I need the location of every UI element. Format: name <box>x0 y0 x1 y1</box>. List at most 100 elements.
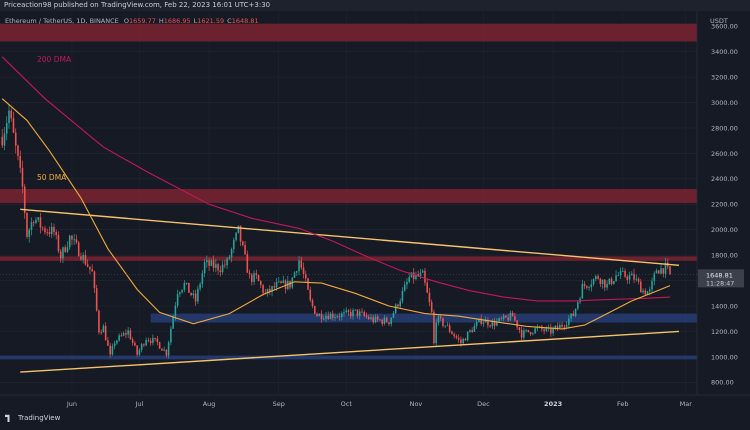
candle-body-bullish <box>370 317 372 320</box>
candle-body-bullish <box>525 329 527 331</box>
symbol-label[interactable]: Ethereum / TetherUS, 1D, BINANCE <box>5 17 119 25</box>
candle-body-bearish <box>527 329 530 333</box>
candle-body-bearish <box>48 232 51 235</box>
candle-body-bullish <box>226 258 228 266</box>
candle-body-bearish <box>262 285 264 293</box>
ohlc-key: C <box>227 17 232 25</box>
time-axis-tick-label: Jul <box>134 400 143 408</box>
candle-body-bullish <box>390 317 393 325</box>
price-axis-tick-label: 2600.00 <box>711 150 738 158</box>
last-price-tag <box>698 269 744 288</box>
candle-body-bullish <box>73 239 75 241</box>
candle-body-bearish <box>158 342 161 349</box>
candle-body-bullish <box>496 321 498 326</box>
candle-body-bullish <box>635 278 638 280</box>
candle-body-bearish <box>412 272 415 280</box>
candle-body-bullish <box>478 318 480 322</box>
candle-body-bearish <box>426 282 428 293</box>
candle-body-bearish <box>505 315 507 318</box>
price-axis-tick-label: 3200.00 <box>711 74 738 82</box>
candle-body-bullish <box>163 349 165 351</box>
candle-body-bearish <box>347 310 350 313</box>
candle-body-bearish <box>507 317 509 321</box>
price-axis-tick-label: 3000.00 <box>711 99 738 107</box>
candle-body-bullish <box>651 280 653 290</box>
candle-body-bearish <box>657 270 660 274</box>
candle-body-bearish <box>367 316 370 320</box>
candle-body-bullish <box>622 270 624 272</box>
candle-body-bearish <box>644 290 647 295</box>
candle-body-bullish <box>648 289 651 292</box>
candle-body-bearish <box>71 235 73 240</box>
price-axis-tick-label: 2400.00 <box>711 175 738 183</box>
candle-body-bullish <box>206 260 208 263</box>
candle-body-bullish <box>482 322 485 324</box>
candle-body-bullish <box>30 222 33 230</box>
candle-body-bullish <box>329 313 332 320</box>
candle-body-bullish <box>271 286 273 292</box>
candle-body-bullish <box>215 264 217 268</box>
bar-countdown: 11:28:47 <box>706 280 734 287</box>
candle-body-bullish <box>392 312 395 318</box>
candle-body-bullish <box>192 293 195 296</box>
candle-body-bullish <box>167 342 170 356</box>
candle-body-bearish <box>637 278 640 282</box>
candle-body-bullish <box>82 254 84 260</box>
candle-body-bullish <box>179 292 181 295</box>
candle-body-bearish <box>46 231 49 233</box>
candle-body-bearish <box>520 330 523 338</box>
price-axis-tick-label: 1400.00 <box>711 302 738 310</box>
candle-body-bullish <box>5 123 8 134</box>
price-axis-unit: USDT <box>710 17 728 25</box>
candle-body-bullish <box>68 235 71 248</box>
candle-body-bullish <box>122 333 125 336</box>
candle-body-bearish <box>217 264 219 271</box>
candle-body-bullish <box>415 274 417 280</box>
candle-body-bullish <box>138 350 141 355</box>
candle-body-bullish <box>588 287 590 288</box>
price-axis-tick-label: 2200.00 <box>711 201 738 209</box>
candle-body-bearish <box>156 338 159 343</box>
candle-body-bullish <box>334 317 336 318</box>
candle-body-bullish <box>642 290 644 293</box>
price-axis-tick-label: 1800.00 <box>711 252 738 260</box>
candle-body-bullish <box>176 294 179 306</box>
candle-body-bearish <box>388 322 390 325</box>
chart-header: Priceaction98 published on TradingView.c… <box>0 0 750 11</box>
candle-body-bearish <box>493 321 496 326</box>
ohlc-values: O1659.77 H1686.95 L1621.59 C1648.81 <box>121 17 259 25</box>
candle-body-bullish <box>606 283 608 288</box>
candle-body-bearish <box>14 132 17 146</box>
candle-body-bearish <box>93 271 96 289</box>
candle-body-bearish <box>311 300 314 307</box>
candle-body-bearish <box>480 318 482 324</box>
candle-body-bearish <box>464 338 467 341</box>
candle-body-bullish <box>628 275 631 280</box>
candle-body-bullish <box>403 284 406 291</box>
candle-body-bullish <box>574 308 577 317</box>
candle-body-bullish <box>509 312 512 321</box>
candle-body-bullish <box>421 270 424 273</box>
candle-body-bullish <box>278 281 280 283</box>
candle-body-bullish <box>230 249 233 258</box>
candle-body-bullish <box>619 271 622 276</box>
candle-body-bearish <box>109 345 111 355</box>
candle-body-bearish <box>91 269 93 272</box>
candle-body-bearish <box>381 319 384 324</box>
resistance-zone <box>0 256 697 261</box>
candle-body-bullish <box>50 226 53 235</box>
candle-body-bullish <box>437 316 440 323</box>
tradingview-logo[interactable]: TradingView <box>5 413 60 422</box>
candle-body-bullish <box>554 325 557 329</box>
candle-body-bullish <box>145 339 147 346</box>
candle-body-bearish <box>120 335 123 337</box>
candle-body-bullish <box>532 333 534 335</box>
candle-body-bearish <box>251 274 253 282</box>
candle-body-bullish <box>498 318 500 322</box>
candle-body-bullish <box>28 229 31 237</box>
candle-body-bullish <box>170 328 172 343</box>
time-axis-tick-label: 2023 <box>544 400 562 408</box>
candle-body-bearish <box>610 278 613 284</box>
